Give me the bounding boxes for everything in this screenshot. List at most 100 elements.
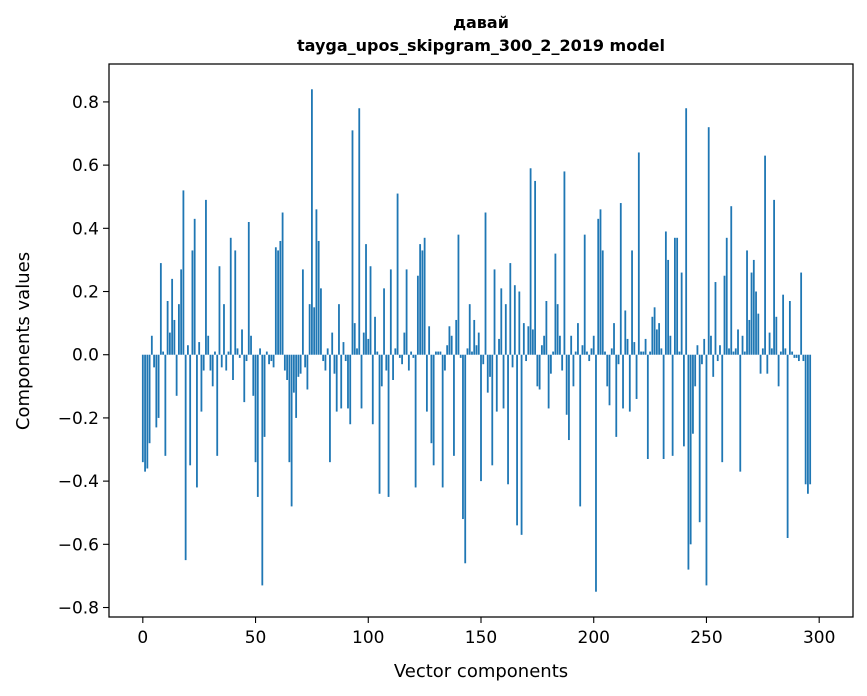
bar-226 — [651, 316, 654, 355]
bar-156 — [493, 269, 496, 355]
bar-155 — [491, 354, 494, 466]
bar-13 — [171, 278, 174, 355]
bar-15 — [175, 354, 178, 396]
bar-244 — [692, 354, 694, 434]
bar-210 — [615, 354, 618, 437]
bar-253 — [712, 354, 715, 377]
bar-100 — [367, 338, 370, 355]
bar-159 — [500, 288, 503, 355]
bar-198 — [588, 354, 591, 362]
bar-192 — [574, 351, 577, 355]
bar-129 — [432, 354, 435, 466]
bar-126 — [425, 354, 428, 412]
bar-255 — [716, 354, 719, 362]
bar-151 — [482, 354, 485, 365]
bar-199 — [590, 348, 593, 355]
bar-93 — [351, 130, 354, 355]
bar-65 — [288, 354, 291, 463]
bar-70 — [299, 354, 302, 374]
bar-109 — [387, 354, 390, 497]
bar-185 — [559, 335, 561, 355]
bar-267 — [743, 351, 746, 355]
bar-174 — [534, 180, 537, 355]
bar-78 — [317, 240, 320, 355]
bar-20 — [187, 345, 189, 355]
bar-103 — [374, 316, 376, 355]
bar-152 — [484, 212, 487, 355]
bar-247 — [698, 354, 701, 523]
bar-224 — [646, 354, 649, 459]
bar-295 — [807, 354, 809, 494]
bar-232 — [664, 231, 667, 355]
bar-119 — [410, 351, 413, 355]
bar-169 — [522, 323, 525, 355]
bar-61 — [279, 240, 282, 355]
bar-196 — [583, 234, 586, 355]
bar-158 — [498, 338, 500, 355]
bar-10 — [164, 354, 167, 456]
bar-111 — [392, 354, 394, 380]
x-tick-label: 0 — [137, 628, 148, 648]
bar-18 — [182, 190, 185, 355]
x-tick-label: 300 — [803, 628, 835, 648]
bar-259 — [725, 237, 728, 355]
bar-104 — [376, 351, 379, 355]
bar-54 — [263, 354, 266, 437]
bar-180 — [547, 354, 550, 409]
bar-205 — [604, 351, 606, 355]
bar-82 — [326, 348, 329, 355]
bar-101 — [369, 266, 372, 355]
bar-165 — [513, 285, 516, 355]
bar-235 — [671, 354, 674, 456]
bar-121 — [414, 354, 417, 488]
y-tick-label: −0.4 — [58, 472, 99, 492]
bar-240 — [683, 354, 685, 447]
bar-30 — [209, 354, 212, 371]
bar-88 — [340, 354, 343, 409]
bar-277 — [766, 354, 769, 374]
bar-95 — [356, 348, 358, 355]
bar-56 — [268, 354, 270, 365]
bar-207 — [608, 354, 611, 406]
bar-41 — [234, 250, 237, 355]
bar-139 — [455, 319, 458, 355]
bar-193 — [577, 323, 579, 355]
bar-161 — [504, 304, 507, 355]
bar-90 — [344, 354, 347, 362]
bar-58 — [272, 354, 275, 368]
bar-131 — [437, 351, 440, 355]
x-tick-label: 50 — [245, 628, 267, 648]
bar-258 — [723, 275, 726, 355]
bar-11 — [166, 301, 169, 355]
bar-84 — [331, 332, 334, 355]
bar-130 — [435, 351, 437, 355]
bar-39 — [229, 237, 232, 355]
bar-181 — [549, 354, 552, 374]
bar-273 — [757, 313, 760, 355]
bar-175 — [536, 354, 539, 387]
y-tick-label: 0.2 — [72, 283, 99, 303]
chart-title: давай — [453, 13, 509, 32]
bar-266 — [741, 335, 744, 355]
bar-221 — [640, 351, 642, 355]
bar-294 — [804, 354, 807, 485]
bar-81 — [324, 354, 327, 371]
bar-50 — [254, 354, 257, 463]
bar-218 — [633, 342, 636, 355]
bar-125 — [423, 237, 426, 355]
bar-64 — [286, 354, 289, 380]
bar-290 — [795, 354, 798, 358]
bar-281 — [775, 316, 778, 355]
bar-127 — [428, 326, 431, 355]
bar-72 — [304, 354, 307, 368]
bar-33 — [216, 354, 219, 456]
bar-59 — [274, 247, 277, 355]
bar-85 — [333, 354, 336, 374]
bar-168 — [520, 354, 523, 535]
bar-44 — [241, 329, 243, 355]
bar-43 — [238, 354, 241, 358]
bar-171 — [527, 326, 530, 355]
bar-16 — [177, 304, 180, 355]
bar-195 — [581, 345, 584, 355]
bar-51 — [256, 354, 259, 497]
